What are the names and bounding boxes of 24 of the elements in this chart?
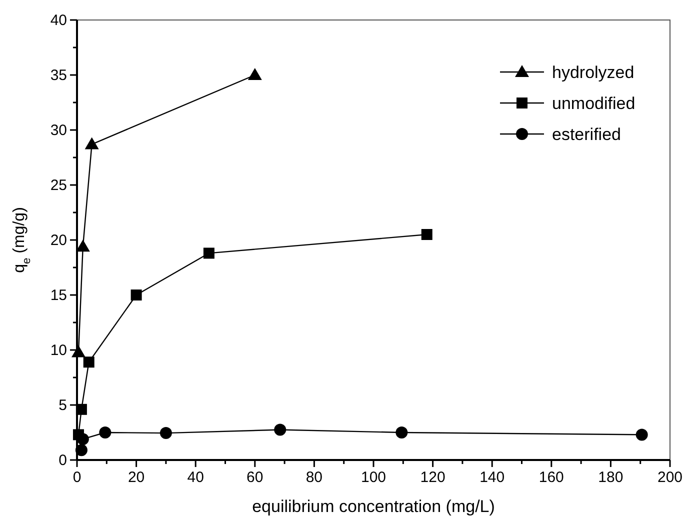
y-tick-label: 20: [50, 232, 67, 249]
x-axis-title: equilibrium concentration (mg/L): [252, 497, 495, 516]
x-tick-label: 80: [306, 469, 323, 486]
x-tick-label: 20: [128, 469, 145, 486]
x-tick-label: 120: [420, 469, 446, 486]
legend-label: unmodified: [552, 94, 636, 113]
y-tick-label: 30: [50, 122, 67, 139]
x-tick-label: 100: [360, 469, 386, 486]
x-tick-label: 60: [246, 469, 264, 486]
x-tick-label: 140: [480, 469, 505, 486]
y-tick-label: 10: [50, 342, 67, 359]
y-tick-label: 25: [50, 177, 67, 194]
x-tick-label: 180: [598, 469, 624, 486]
x-tick-label: 0: [72, 469, 82, 486]
y-tick-label: 5: [58, 397, 67, 414]
y-tick-label: 15: [50, 287, 67, 304]
y-tick-label: 40: [50, 12, 67, 29]
x-tick-label: 160: [538, 469, 564, 486]
legend-label: esterified: [552, 125, 621, 144]
y-tick-label: 35: [50, 67, 67, 84]
x-tick-label: 40: [187, 469, 204, 486]
x-tick-label: 200: [657, 469, 683, 486]
y-tick-label: 0: [58, 452, 67, 469]
legend-label: hydrolyzed: [552, 63, 634, 82]
